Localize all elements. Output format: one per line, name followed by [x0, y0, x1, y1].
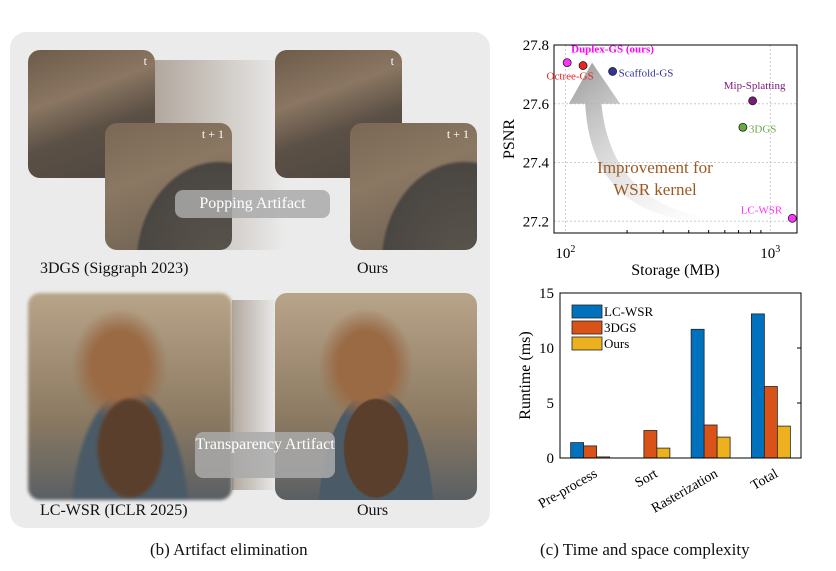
bar [776, 425, 791, 459]
x-axis-label: Storage (MB) [631, 262, 719, 279]
y-tick-label: 27.4 [523, 156, 550, 172]
y-tick-label: 27.8 [523, 38, 549, 54]
bar [570, 442, 585, 459]
point-label: LC-WSR [741, 204, 783, 216]
caption-3dgs: 3DGS (Siggraph 2023) [40, 260, 189, 277]
annotation-text: Improvement for [597, 158, 713, 177]
y-tick-label: 27.6 [523, 97, 550, 113]
y-axis-label: Runtime (ms) [517, 331, 534, 419]
panel-c-caption: (c) Time and space complexity [540, 540, 750, 559]
x-tick-label: 102 [555, 244, 575, 262]
y-tick-label: 0 [547, 451, 555, 467]
y-tick-label: 15 [539, 286, 554, 302]
x-tick-label: 103 [760, 244, 780, 262]
point-label: Octree-GS [547, 71, 594, 83]
bar [643, 430, 658, 459]
data-point [608, 67, 617, 76]
frame-label: t + 1 [201, 127, 224, 141]
legend-swatch [571, 304, 603, 319]
caption-ours: Ours [357, 260, 389, 277]
y-axis-label: PSNR [501, 119, 518, 159]
data-point [578, 61, 588, 70]
data-point [562, 58, 572, 68]
annotation-text: WSR kernel [613, 180, 697, 199]
data-point [738, 122, 748, 132]
caption-lcwsr: LC-WSR (ICLR 2025) [40, 502, 188, 519]
3dgs-frame-t1: t + 1 [105, 123, 232, 250]
y-tick-label: 10 [539, 341, 554, 357]
y-tick-label: 5 [547, 396, 555, 412]
popping-artifact-label: Popping Artifact [175, 190, 330, 218]
plot-frame [553, 44, 798, 234]
x-tick-label: Pre-process [536, 466, 600, 512]
x-tick-label: Rasterization [649, 466, 720, 516]
frame-label: t + 1 [446, 127, 469, 141]
legend-swatch [571, 336, 603, 351]
legend-label: LC-WSR [604, 304, 653, 319]
bar [716, 436, 731, 459]
legend-swatch [571, 320, 603, 335]
scatter-chart: 27.2 27.4 27.6 27.8 Improvement for WSR kerne… [501, 38, 798, 279]
ours-frame-t1: t + 1 [350, 123, 477, 250]
improvement-arrow [568, 62, 751, 223]
point-label: Mip-Splatting [724, 80, 786, 92]
bar [583, 445, 598, 459]
frame-label: t [390, 54, 394, 68]
point-label: Scaffold-GS [619, 67, 674, 79]
data-point [748, 96, 758, 106]
bar [703, 424, 718, 459]
x-tick-label: Sort [633, 466, 661, 491]
legend-label: Ours [604, 336, 629, 351]
x-tick-label: Total [749, 466, 781, 493]
bar [750, 313, 765, 459]
bar [656, 447, 671, 459]
point-label: Duplex-GS (ours) [571, 44, 654, 56]
bar [763, 386, 778, 459]
y-tick-label: 27.2 [523, 214, 549, 230]
panel-b-caption: (b) Artifact elimination [150, 540, 308, 559]
frame-label: t [143, 54, 147, 68]
bar [690, 328, 705, 459]
caption-ours: Ours [357, 502, 389, 519]
legend-label: 3DGS [604, 320, 637, 335]
transparency-artifact-label: Transparency Artifact [195, 432, 335, 478]
point-label: 3DGS [749, 123, 777, 135]
data-point [787, 213, 797, 223]
plot-frame [559, 292, 802, 459]
